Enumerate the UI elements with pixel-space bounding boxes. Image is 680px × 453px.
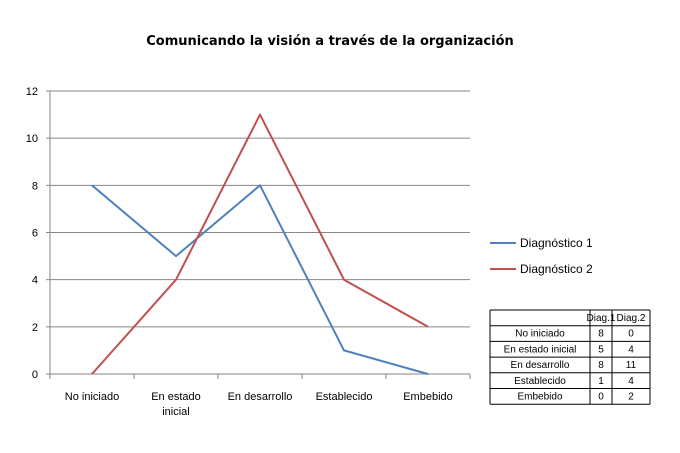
x-tick-label: En estado inicial (151, 391, 201, 418)
x-tick-labels: No iniciado En estado inicial En desarrollo… (65, 391, 453, 418)
table-row-label: Establecido (514, 376, 566, 387)
table-cell: 8 (598, 360, 604, 371)
x-tick-label: No iniciado (65, 391, 119, 403)
table-cell: 5 (598, 344, 604, 355)
table-row-label: En estado inicial (504, 344, 577, 355)
x-tick-label: Embebido (403, 391, 453, 403)
table-header: Diag.1 (587, 313, 616, 324)
series-lines (91, 113, 429, 375)
legend-label: Diagnóstico 1 (520, 236, 593, 250)
y-tick-labels: 0 2 4 6 8 10 12 (26, 86, 38, 381)
axes (46, 90, 471, 379)
x-tick-label: Establecido (316, 391, 373, 403)
series-line-diagnóstico-2 (91, 113, 429, 375)
table-cell: 11 (626, 360, 637, 371)
data-table: Diag.1 Diag.2 No iniciado 8 0 En estado inici… (489, 309, 651, 405)
table-cell: 4 (628, 376, 634, 387)
chart-title: Comunicando la visión a través de la org… (146, 34, 514, 49)
y-tick-label: 10 (26, 133, 38, 145)
table-row-label: Embebido (517, 392, 562, 403)
table-cell: 1 (598, 376, 604, 387)
table-cell: 2 (628, 392, 634, 403)
legend: Diagnóstico 1 Diagnóstico 2 (490, 236, 593, 276)
table-header: Diag.2 (617, 313, 646, 324)
table-cell: 0 (598, 392, 604, 403)
y-tick-label: 0 (32, 369, 38, 381)
table-cell: 0 (628, 329, 634, 340)
y-tick-label: 8 (32, 180, 38, 192)
table-row-label: En desarrollo (511, 360, 570, 371)
series-line-diagnóstico-1 (91, 184, 429, 375)
table-row-label: No iniciado (515, 329, 565, 340)
y-tick-label: 4 (32, 275, 38, 287)
y-tick-label: 2 (32, 322, 38, 334)
y-tick-label: 12 (26, 86, 38, 98)
table-cell: 8 (598, 329, 604, 340)
legend-label: Diagnóstico 2 (520, 262, 593, 276)
x-tick-label: En desarrollo (228, 391, 293, 403)
gridlines (50, 90, 470, 328)
y-tick-label: 6 (32, 228, 38, 240)
table-cell: 4 (628, 344, 634, 355)
